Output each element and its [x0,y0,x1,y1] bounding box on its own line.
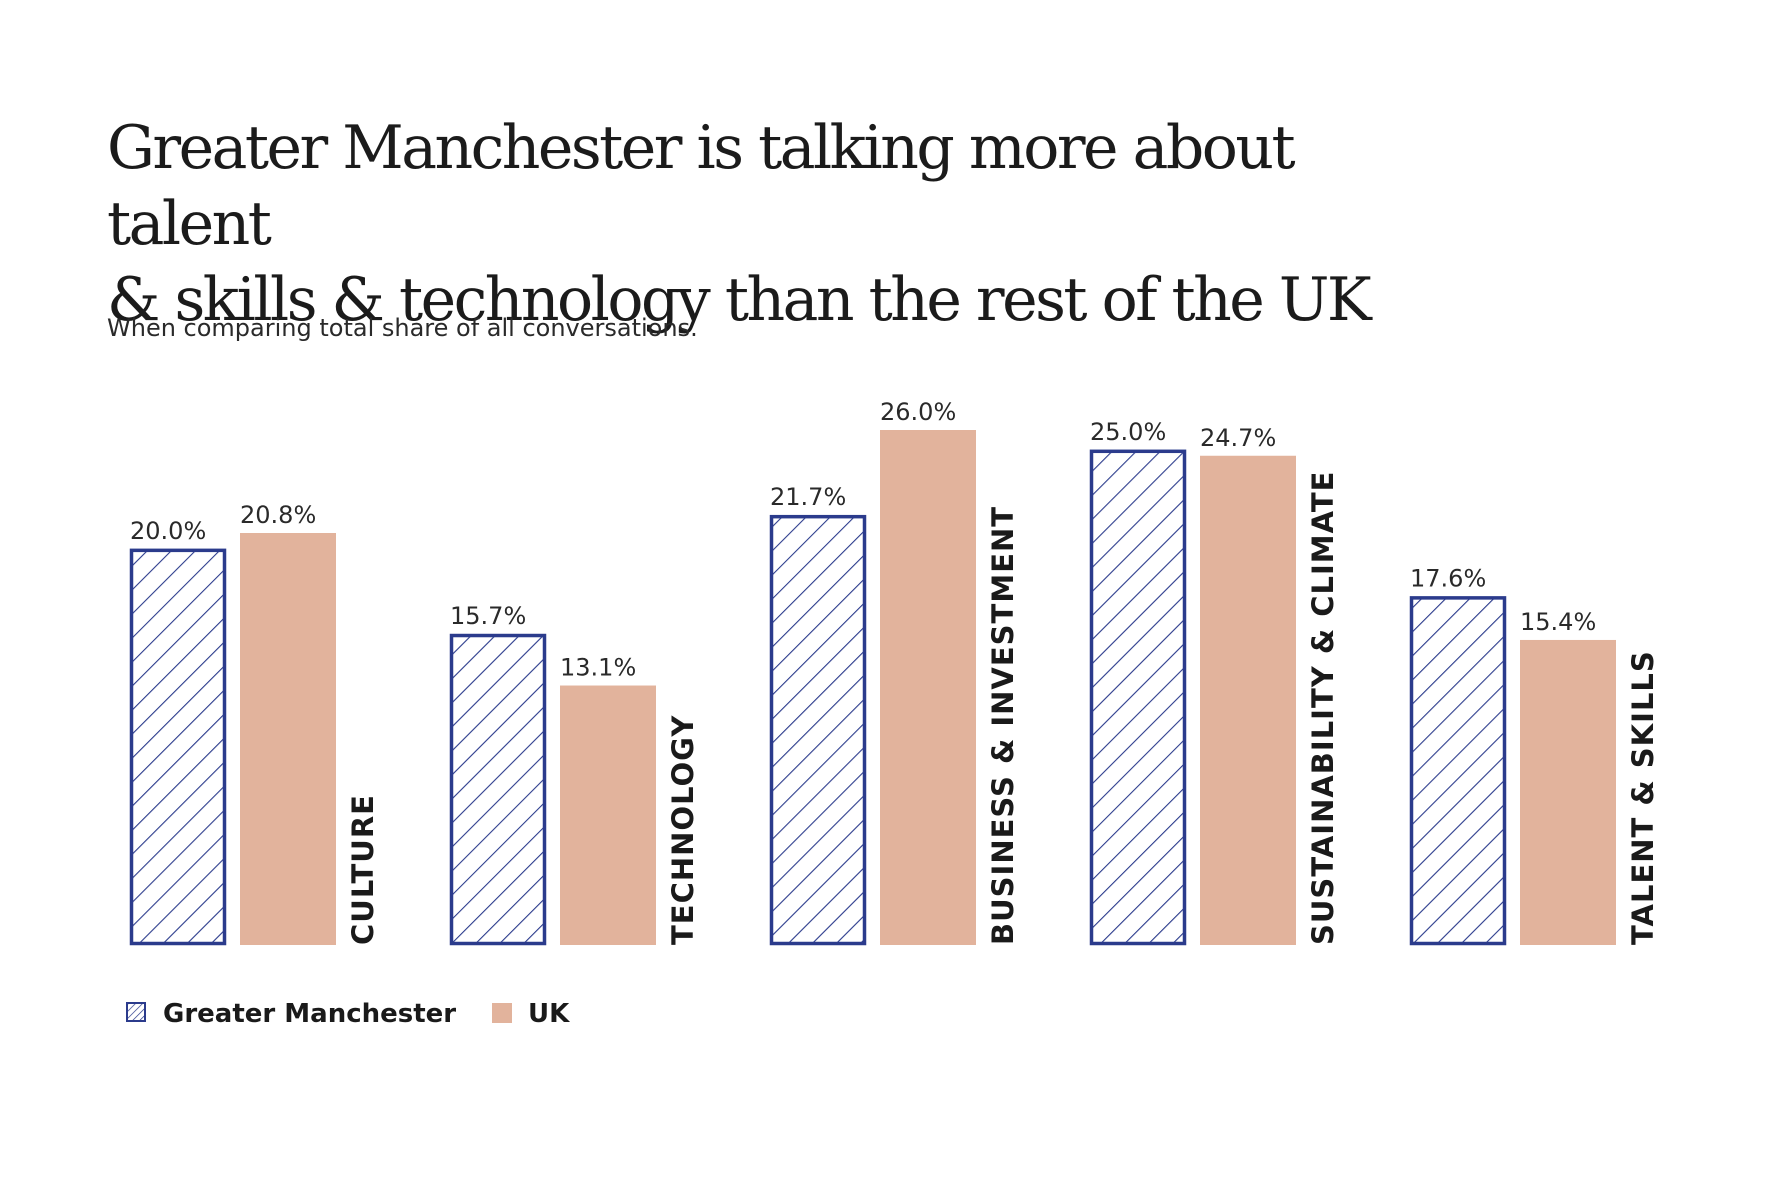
value-label-greater-manchester-technology: 15.7% [450,602,526,630]
legend-swatch-uk [492,1003,512,1023]
bar-greater-manchester-talent-skills [1409,596,1507,946]
value-label-uk-business-investment: 26.0% [880,398,956,426]
legend-label-uk: UK [528,999,570,1029]
bar-greater-manchester-culture [129,548,227,946]
category-label-culture: CULTURE [346,794,380,945]
value-label-greater-manchester-business-investment: 21.7% [770,483,846,511]
chart-legend: Greater Manchester UK [126,999,570,1029]
bar-greater-manchester-technology [449,633,547,946]
category-label-sustainability-climate: SUSTAINABILITY & CLIMATE [1306,471,1340,945]
bar-greater-manchester-sustainability-climate [1089,449,1187,946]
value-label-uk-sustainability-climate: 24.7% [1200,424,1276,452]
chart-subtitle: When comparing total share of all conver… [107,314,698,342]
chart-title-line-2: & skills & technology than the rest of t… [107,265,1372,335]
value-label-uk-culture: 20.8% [240,501,316,529]
legend-swatch-greater-manchester [126,1002,146,1022]
category-label-technology: TECHNOLOGY [666,715,700,945]
bar-uk-business-investment [880,430,976,945]
value-label-greater-manchester-culture: 20.0% [130,517,206,545]
bar-uk-culture [240,533,336,945]
value-label-greater-manchester-talent-skills: 17.6% [1410,564,1486,592]
chart-title-line-1: Greater Manchester is talking more about… [107,113,1296,259]
category-label-talent-skills: TALENT & SKILLS [1626,650,1660,945]
legend-label-greater-manchester: Greater Manchester [163,999,456,1029]
value-label-uk-talent-skills: 15.4% [1520,608,1596,636]
bar-greater-manchester-business-investment [769,514,867,946]
value-label-greater-manchester-sustainability-climate: 25.0% [1090,418,1166,446]
bar-uk-talent-skills [1520,639,1616,945]
bar-uk-technology [560,685,656,945]
category-label-business-investment: BUSINESS & INVESTMENT [986,506,1020,945]
bar-uk-sustainability-climate [1200,455,1296,945]
value-label-uk-technology: 13.1% [560,654,636,682]
bars-layer: 20.0% 20.8% CULTURE 15.7% 13.1% TECHNOLOGY 21.… [129,398,1660,946]
chart-title: Greater Manchester is talking more about… [107,110,1407,338]
